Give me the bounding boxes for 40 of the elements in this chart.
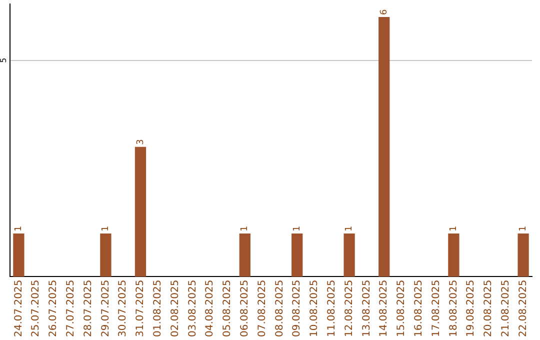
data-label: 1 <box>449 226 460 232</box>
x-tick-label: 18.08.2025 <box>448 280 460 338</box>
x-tick-label: 19.08.2025 <box>466 280 477 338</box>
x-tick-label: 15.08.2025 <box>396 280 408 338</box>
x-tick-label: 04.08.2025 <box>204 280 216 338</box>
x-tick-label: 01.08.2025 <box>152 280 164 338</box>
x-tick-label: 09.08.2025 <box>292 280 303 338</box>
x-tick-label: 13.08.2025 <box>361 280 372 338</box>
x-tick-label: 08.08.2025 <box>274 280 286 338</box>
x-tick-label: 30.07.2025 <box>118 280 129 338</box>
x-tick-label: 06.08.2025 <box>239 280 250 338</box>
x-tick-label: 12.08.2025 <box>344 280 355 338</box>
x-tick-label: 28.07.2025 <box>82 280 94 338</box>
x-tick-label: 26.07.2025 <box>48 280 60 338</box>
x-tick-label: 29.07.2025 <box>100 280 112 338</box>
data-label: 1 <box>292 226 302 232</box>
data-label: 1 <box>240 226 250 232</box>
x-tick-label: 07.08.2025 <box>256 280 268 338</box>
x-tick-label: 31.07.2025 <box>135 280 146 338</box>
data-label: 1 <box>14 226 24 232</box>
data-label: 1 <box>101 226 112 232</box>
y-tick-label: 5 <box>0 58 8 63</box>
x-tick-label: 22.08.2025 <box>518 280 529 338</box>
x-tick-label: 10.08.2025 <box>309 280 320 338</box>
data-label: 3 <box>136 139 146 145</box>
x-tick-label: 17.08.2025 <box>430 280 442 338</box>
x-tick-label: 27.07.2025 <box>65 280 76 338</box>
x-tick-label: 20.08.2025 <box>483 280 494 338</box>
x-tick-label: 02.08.2025 <box>170 280 181 338</box>
x-tick-label: 16.08.2025 <box>413 280 424 338</box>
x-tick-label: 11.08.2025 <box>326 280 338 338</box>
x-tick-label: 05.08.2025 <box>222 280 234 338</box>
x-tick-label: 24.07.2025 <box>13 280 24 338</box>
data-label: 1 <box>518 226 529 232</box>
x-tick-label: 03.08.2025 <box>187 280 198 338</box>
data-label: 6 <box>379 8 390 15</box>
x-tick-label: 25.07.2025 <box>30 280 42 338</box>
data-label: 1 <box>344 226 355 232</box>
x-tick-label: 21.08.2025 <box>500 280 512 338</box>
x-tick-label: 14.08.2025 <box>378 280 390 338</box>
